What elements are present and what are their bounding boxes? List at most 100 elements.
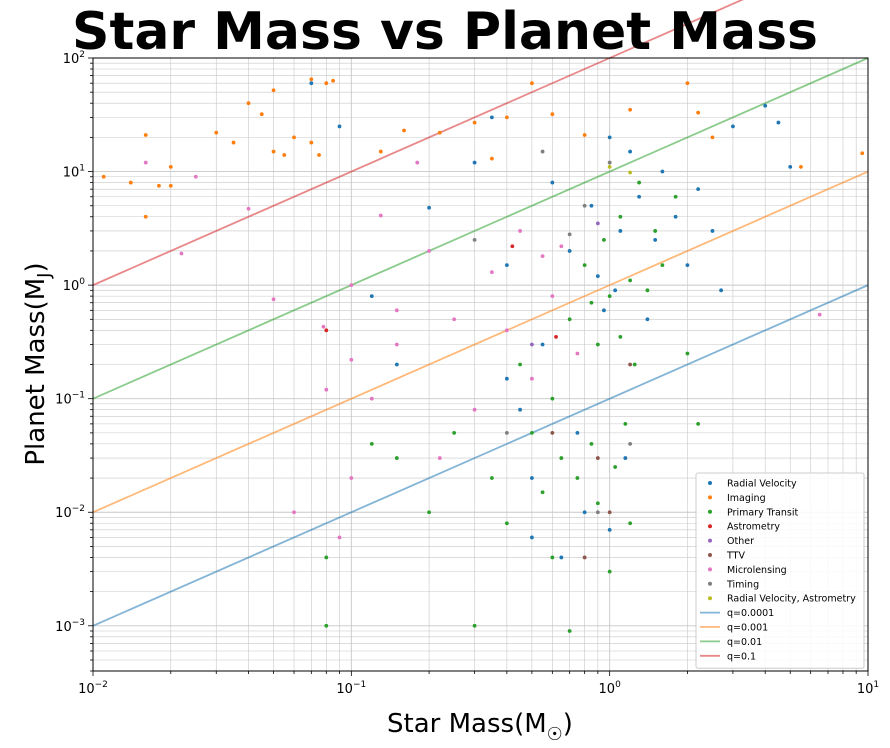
- data-point: [518, 229, 522, 233]
- data-points: [101, 77, 865, 633]
- data-point: [504, 328, 509, 333]
- data-point: [540, 149, 545, 154]
- data-point: [394, 342, 399, 347]
- legend-marker: [708, 538, 712, 543]
- data-point: [324, 387, 329, 392]
- data-point: [168, 183, 173, 188]
- data-point: [710, 135, 715, 140]
- legend-marker: [708, 495, 712, 500]
- data-point: [394, 456, 399, 460]
- y-tick-label: 10−3: [55, 618, 85, 635]
- legend-label: Timing: [726, 579, 759, 590]
- chart-title: Star Mass vs Planet Mass: [72, 2, 818, 62]
- data-point: [628, 441, 633, 446]
- legend-marker: [708, 596, 712, 601]
- data-point: [607, 510, 612, 515]
- data-point: [613, 288, 618, 293]
- legend-label: q=0.1: [727, 651, 756, 662]
- legend-marker: [708, 481, 712, 485]
- data-point: [567, 232, 572, 237]
- data-point: [427, 249, 431, 253]
- data-point: [559, 555, 564, 560]
- data-point: [510, 244, 515, 249]
- data-point: [231, 140, 236, 145]
- data-point: [628, 149, 633, 154]
- legend-label: Radial Velocity: [727, 479, 797, 490]
- data-point: [550, 180, 555, 185]
- data-point: [271, 297, 276, 302]
- data-point: [623, 456, 628, 460]
- data-point: [567, 317, 572, 322]
- data-point: [504, 430, 509, 435]
- data-point: [489, 270, 494, 275]
- reference-line: [92, 284, 869, 627]
- data-point: [559, 244, 564, 249]
- data-point: [589, 441, 594, 446]
- data-point: [673, 214, 678, 219]
- legend-marker: [708, 524, 712, 529]
- legend-marker: [708, 567, 712, 572]
- data-point: [504, 376, 509, 381]
- data-point: [530, 376, 534, 381]
- data-point: [653, 238, 658, 242]
- data-point: [472, 407, 477, 412]
- data-point: [101, 174, 106, 179]
- data-point: [504, 263, 509, 268]
- data-point: [589, 203, 594, 208]
- data-point: [685, 81, 690, 86]
- data-point: [645, 317, 650, 322]
- data-point: [860, 151, 865, 156]
- data-point: [324, 555, 329, 560]
- data-point: [143, 214, 148, 219]
- data-point: [696, 110, 701, 115]
- data-point: [660, 169, 665, 174]
- data-point: [504, 521, 509, 526]
- data-point: [618, 335, 623, 339]
- data-point: [369, 396, 374, 401]
- x-tick-label: 10−2: [78, 680, 108, 697]
- legend-label: TTV: [726, 551, 745, 562]
- data-point: [427, 510, 431, 515]
- data-point: [582, 133, 587, 137]
- data-point: [595, 456, 600, 460]
- data-point: [799, 164, 803, 169]
- legend: Radial Velocity Imaging Primary Transit Ast…: [695, 472, 865, 669]
- data-point: [595, 274, 600, 279]
- data-point: [567, 629, 572, 633]
- y-tick-label: 100: [63, 277, 86, 294]
- data-point: [452, 317, 457, 322]
- y-tick-label: 101: [63, 164, 85, 181]
- data-point: [282, 153, 287, 157]
- data-point: [582, 263, 587, 268]
- data-point: [602, 308, 606, 313]
- data-point: [317, 153, 321, 157]
- data-point: [550, 112, 555, 117]
- data-point: [719, 288, 724, 293]
- legend-label: Imaging: [727, 493, 766, 504]
- legend-box: [695, 472, 865, 669]
- data-point: [582, 203, 587, 208]
- data-point: [402, 128, 406, 133]
- reference-line: [92, 170, 869, 514]
- data-point: [628, 521, 633, 526]
- data-point: [427, 205, 431, 210]
- data-point: [817, 312, 822, 317]
- data-point: [259, 112, 264, 117]
- x-axis-label: Star Mass(M☉): [387, 709, 573, 745]
- data-point: [157, 183, 161, 188]
- data-point: [595, 510, 600, 515]
- data-point: [595, 221, 600, 226]
- data-point: [628, 278, 633, 283]
- data-point: [394, 308, 399, 313]
- data-point: [214, 130, 219, 135]
- y-axis-label: Planet Mass(MJ): [21, 262, 55, 465]
- data-point: [246, 206, 251, 211]
- data-point: [637, 194, 642, 199]
- x-tick-label: 10−1: [336, 680, 366, 697]
- data-point: [613, 465, 618, 469]
- data-point: [331, 78, 335, 83]
- data-point: [437, 130, 442, 135]
- data-point: [776, 120, 781, 125]
- data-point: [589, 300, 594, 305]
- legend-label: q=0.0001: [727, 608, 774, 619]
